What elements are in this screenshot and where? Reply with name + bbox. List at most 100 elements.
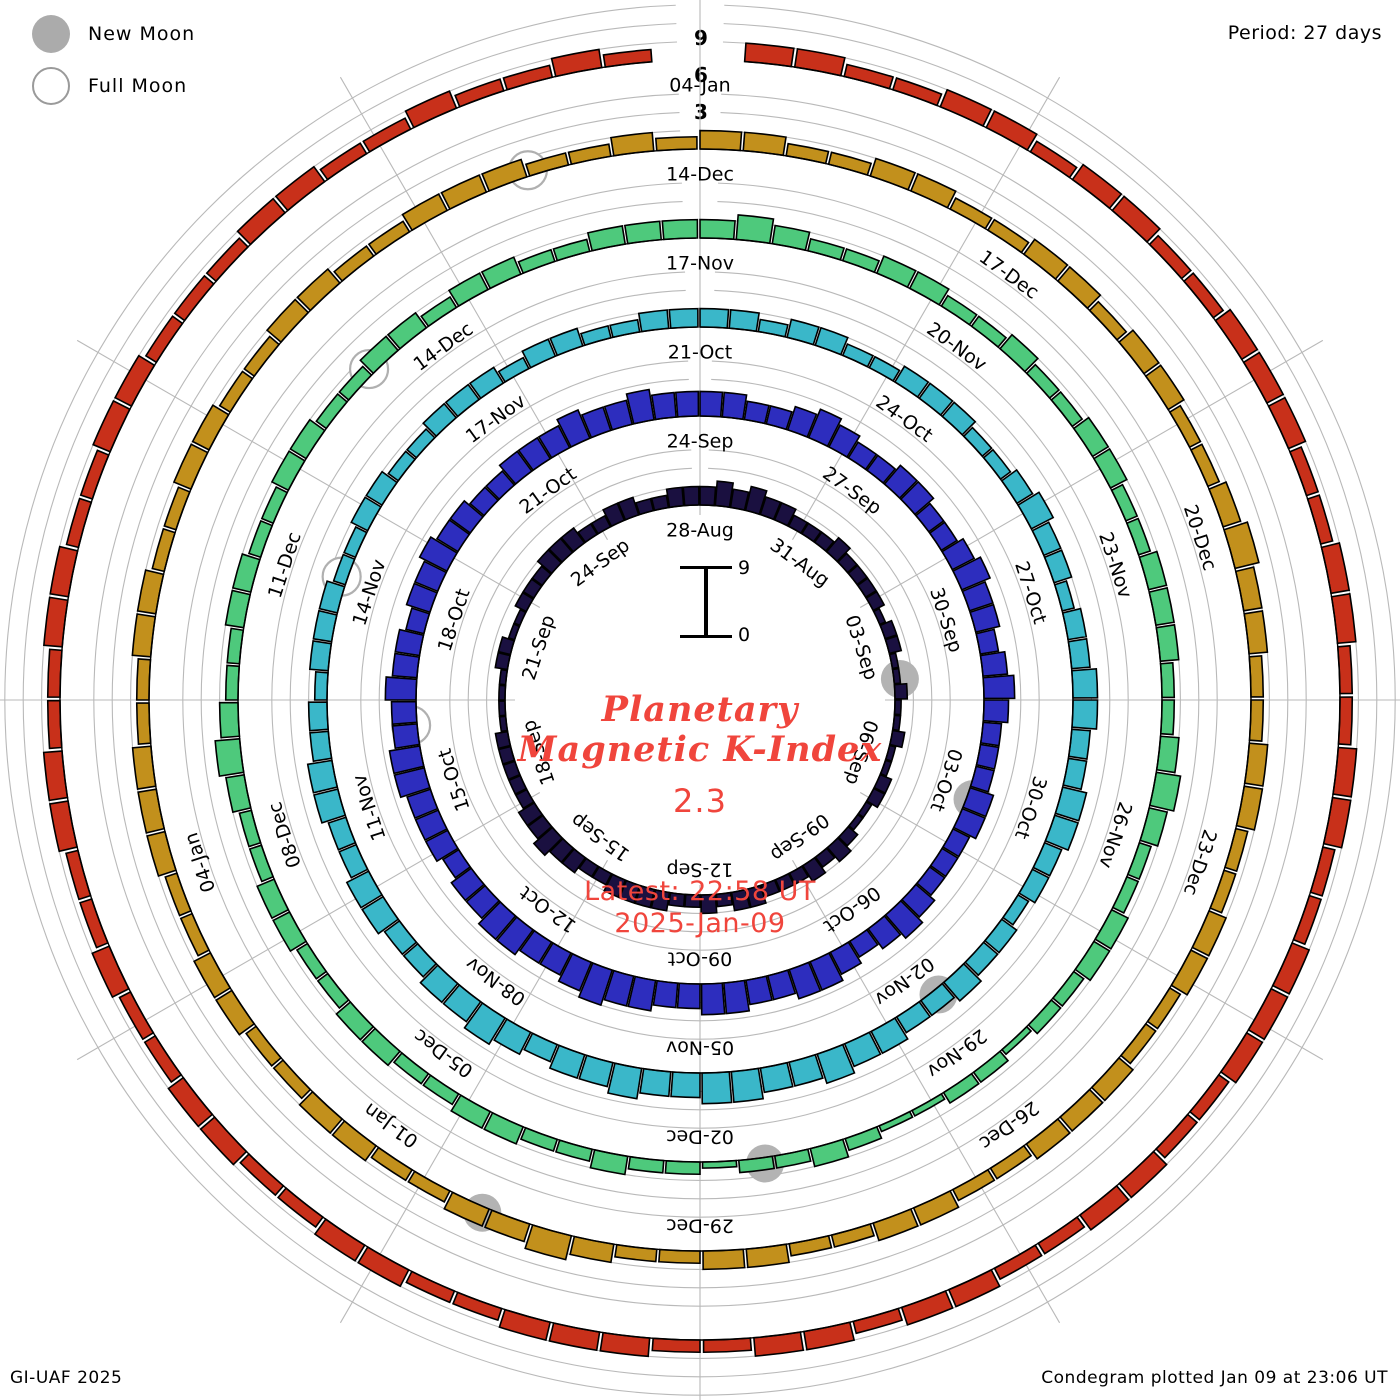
ring-bars [384,388,1016,1016]
ring-baseline [504,504,896,896]
kp-bar [483,1209,531,1243]
ring-date-label: 23-Nov [1094,529,1136,601]
legend-label-full-moon: Full Moon [88,75,188,97]
kp-bar [554,1139,594,1163]
kp-bar [391,722,421,750]
kp-bar [65,497,93,549]
kp-bar [1027,998,1062,1035]
kp-bar [224,664,241,701]
kp-bar [986,218,1030,254]
kp-bar [272,1059,312,1100]
kp-bar [270,450,306,492]
kp-bar [699,129,743,152]
kp-bar [390,700,418,726]
period-label: Period: 27 days [1227,22,1382,44]
kp-bar [1059,1088,1104,1133]
kp-bar [405,1270,456,1304]
kp-bar [700,982,726,1016]
bars-layer [42,42,1358,1358]
radial-axis-labels: 9 6 3 [694,28,708,139]
kp-bar [333,245,375,283]
kp-bar [567,143,612,166]
kp-bar [91,945,130,999]
kp-bar [1271,941,1311,995]
kp-bar [1188,1073,1230,1121]
kp-bar [979,650,1009,678]
kp-bar [699,390,724,418]
kp-bar [315,392,349,430]
ring-baseline [59,60,1341,1341]
kp-bar [1054,786,1088,822]
kp-bar [969,765,996,793]
kp-bar [989,1144,1033,1180]
kp-bar [239,1152,285,1197]
kp-bar [316,972,350,1010]
radial-spoke [339,76,608,541]
kp-bar [1078,1184,1130,1231]
legend-item-new-moon: New Moon [22,8,195,60]
kp-bar [699,307,730,329]
kp-bar [701,1070,733,1105]
kp-bar [700,893,718,915]
kp-bar [634,497,655,516]
kp-bar [313,671,329,701]
kp-bar [940,294,978,326]
kp-bar [1146,986,1182,1030]
kp-bar [199,1116,248,1166]
kp-bar [1092,447,1128,490]
kp-bar [852,1307,904,1335]
kp-bar [167,1076,214,1128]
kp-bar [1072,416,1110,458]
ring-date-label: 09-Oct [668,948,732,970]
ring-date-label: 03-Sep [840,612,882,682]
kp-bar [1111,875,1140,915]
kp-bar [652,979,679,1009]
ring-bars [214,214,1182,1176]
radial-spoke [76,339,541,608]
kp-bar [970,315,1008,349]
kp-bar [384,676,418,701]
kp-bar [447,272,490,308]
kp-bar [483,1111,525,1145]
ring-baseline [237,237,1163,1163]
kp-bar [131,745,157,790]
kp-bar [404,607,431,635]
kp-bar [367,220,411,256]
kp-bar [1159,699,1176,736]
kp-bar [900,1289,954,1326]
kp-bar [1062,757,1088,791]
kp-bar [205,237,250,283]
ring-date-label: 11-Dec [264,529,306,600]
kp-bar [639,1067,672,1098]
legend-label-new-moon: New Moon [88,23,196,45]
kp-bar [735,214,775,245]
ring-date-label: 12-Sep [667,859,734,881]
kp-bar [1119,1022,1157,1065]
kp-bar [670,1071,701,1099]
kp-bar [972,1050,1010,1084]
kp-bar [218,701,241,739]
kp-bar [947,1268,1001,1308]
kp-bar [827,151,873,177]
kp-bar [668,307,699,330]
ring-date-label: 21-Sep [518,612,560,682]
kp-bar [878,1110,914,1133]
kp-bar [912,1189,960,1226]
ring-date-label: 24-Sep [667,431,734,453]
kp-bar [1306,494,1334,545]
kp-bar [1071,699,1099,730]
kp-bar [872,1208,919,1242]
kp-bar [788,1234,833,1257]
kp-bar [661,218,699,241]
ring-date-label: 30-Sep [925,585,967,655]
ring-date-label: 27-Oct [1010,559,1051,627]
radial-spoke [792,76,1061,541]
kp-bar [1110,483,1139,522]
kp-bar [1090,1056,1135,1102]
kp-bar [319,142,368,181]
ring-bars [306,307,1099,1105]
kp-bar [296,267,341,312]
kp-bar [295,942,328,980]
kp-bar [942,1072,980,1105]
